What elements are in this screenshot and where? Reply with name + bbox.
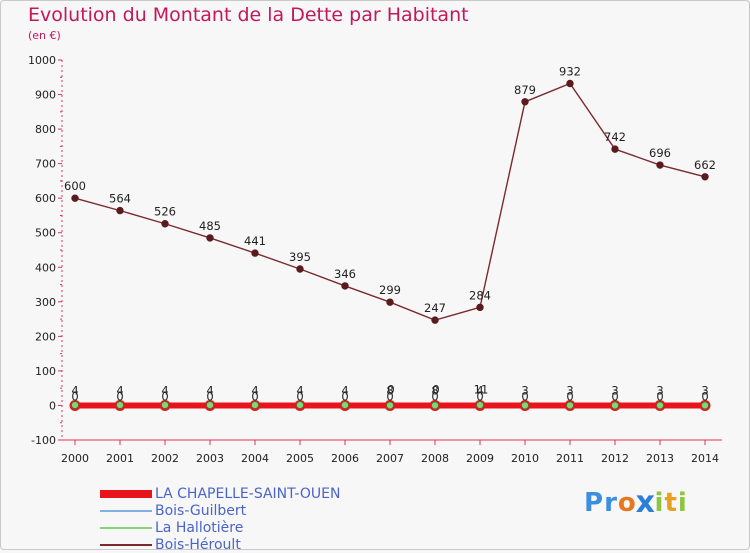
logo-letter: i [678, 488, 688, 518]
logo-letter: x [635, 486, 655, 521]
data-point [522, 99, 528, 105]
proxiti-logo: Proxiti [584, 488, 688, 518]
data-label: 4 [296, 383, 303, 397]
data-point [342, 283, 348, 289]
data-label: 564 [109, 192, 131, 206]
y-tick-label: 600 [35, 192, 56, 205]
data-point [702, 174, 708, 180]
data-point [657, 162, 663, 168]
data-label: 3 [656, 383, 663, 397]
y-tick-label: 0 [49, 399, 56, 412]
data-label: 3 [521, 383, 528, 397]
data-point [297, 266, 303, 272]
legend-label: La Hallotière [155, 520, 243, 536]
data-point [612, 146, 618, 152]
legend-swatch [100, 527, 152, 529]
data-label: 4 [251, 383, 258, 397]
legend-item: Bois-Guilbert [100, 502, 340, 519]
logo-letter: P [584, 488, 604, 518]
x-tick-label: 2007 [376, 452, 404, 465]
x-tick-label: 2000 [61, 452, 89, 465]
data-label: 284 [469, 288, 491, 302]
legend-item: Bois-Héroult [100, 536, 340, 553]
x-tick-label: 2004 [241, 452, 269, 465]
y-tick-label: 200 [35, 330, 56, 343]
data-label: 395 [289, 250, 311, 264]
y-tick-label: -100 [31, 434, 56, 447]
legend-item: La Hallotière [100, 519, 340, 536]
data-label: 11 [474, 382, 489, 396]
legend-label: Bois-Guilbert [155, 503, 246, 519]
data-point [432, 317, 438, 323]
x-tick-label: 2008 [421, 452, 449, 465]
data-point [252, 250, 258, 256]
data-point [477, 304, 483, 310]
y-tick-label: 700 [35, 158, 56, 171]
y-tick-label: 800 [35, 123, 56, 136]
logo-letter: r [604, 488, 618, 518]
data-label: 3 [611, 383, 618, 397]
data-label: 932 [559, 64, 581, 78]
legend-label: LA CHAPELLE-SAINT-OUEN [155, 486, 340, 502]
logo-letter: o [618, 488, 637, 518]
data-label: 4 [116, 383, 123, 397]
y-tick-label: 400 [35, 261, 56, 274]
x-tick-label: 2002 [151, 452, 179, 465]
x-tick-label: 2006 [331, 452, 359, 465]
data-label: 4 [206, 383, 213, 397]
data-label: 662 [694, 158, 716, 172]
data-point [72, 195, 78, 201]
data-point [387, 299, 393, 305]
x-tick-label: 2001 [106, 452, 134, 465]
data-label: 696 [649, 146, 671, 160]
data-label: 441 [244, 234, 266, 248]
data-label: 0 [432, 382, 439, 396]
data-label: 346 [334, 267, 356, 281]
legend-swatch [100, 544, 152, 546]
data-label: 4 [71, 383, 78, 397]
data-label: 526 [154, 205, 176, 219]
y-tick-label: 1000 [28, 54, 56, 67]
legend-swatch [100, 490, 152, 498]
data-label: 4 [341, 383, 348, 397]
x-tick-label: 2010 [511, 452, 539, 465]
legend-swatch [100, 510, 152, 512]
data-label: 0 [387, 382, 394, 396]
legend-label: Bois-Héroult [155, 537, 241, 553]
data-label: 247 [424, 301, 446, 315]
x-tick-label: 2013 [646, 452, 674, 465]
x-tick-label: 2012 [601, 452, 629, 465]
x-tick-label: 2005 [286, 452, 314, 465]
data-label: 879 [514, 83, 536, 97]
y-tick-label: 900 [35, 89, 56, 102]
data-label: 3 [566, 383, 573, 397]
data-label: 742 [604, 130, 626, 144]
data-label: 299 [379, 283, 401, 297]
x-tick-label: 2009 [466, 452, 494, 465]
logo-letter: t [664, 488, 677, 518]
data-point [207, 235, 213, 241]
x-tick-label: 2014 [691, 452, 719, 465]
data-label: 485 [199, 219, 221, 233]
data-labels: 600 564 526 485 441 395 346 299 247 284 879 932 742 6… [64, 64, 716, 403]
y-tick-label: 100 [35, 365, 56, 378]
data-label: 4 [161, 383, 168, 397]
y-tick-label: 500 [35, 227, 56, 240]
data-point [117, 207, 123, 213]
legend-item: LA CHAPELLE-SAINT-OUEN [100, 485, 340, 502]
data-label: 3 [701, 383, 708, 397]
x-tick-label: 2003 [196, 452, 224, 465]
data-point [162, 221, 168, 227]
data-label: 600 [64, 179, 86, 193]
data-point [567, 80, 573, 86]
y-tick-label: 300 [35, 296, 56, 309]
x-tick-label: 2011 [556, 452, 584, 465]
